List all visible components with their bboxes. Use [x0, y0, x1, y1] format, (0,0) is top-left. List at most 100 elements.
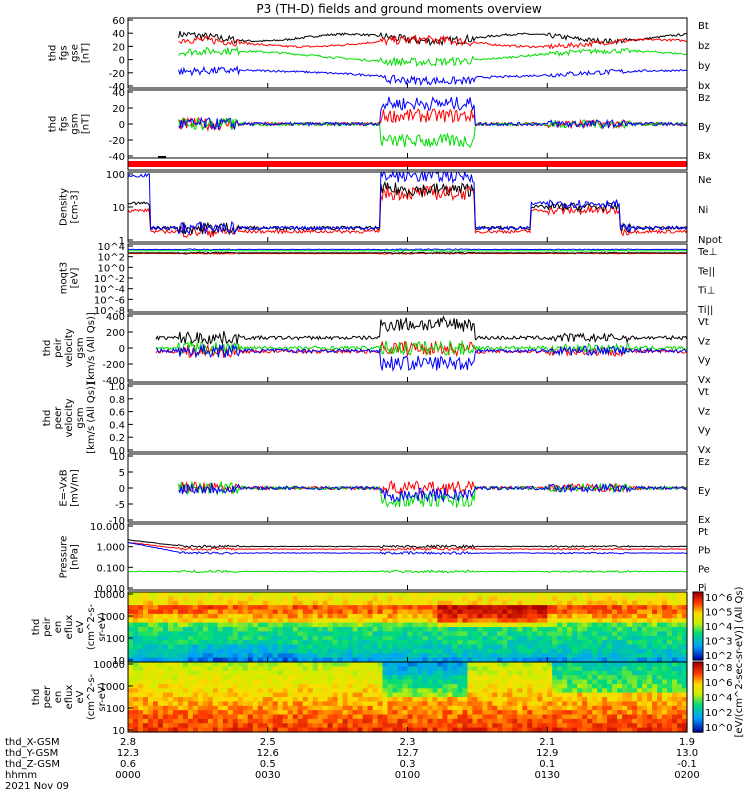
heat-cell — [372, 605, 379, 611]
heat-cell — [397, 697, 404, 702]
heat-cell — [217, 718, 224, 724]
heat-cell — [557, 635, 563, 641]
heat-cell — [322, 622, 329, 628]
heat-cell — [272, 705, 279, 711]
heat-cell — [457, 631, 463, 637]
heat-cell — [562, 613, 568, 619]
colorbar-cell — [693, 679, 703, 682]
heat-cell — [143, 683, 149, 689]
heat-cell — [327, 657, 334, 663]
heat-cell — [587, 613, 593, 619]
heat-cell — [557, 618, 563, 624]
colorbar-cell — [693, 665, 703, 668]
heat-cell — [602, 600, 608, 606]
y-axis-label: thd fgs gse [nT] — [48, 43, 92, 63]
heat-cell — [372, 688, 379, 694]
heat-cell — [327, 605, 334, 611]
heat-cell — [212, 622, 219, 628]
heat-cell — [362, 648, 369, 654]
heat-cell — [197, 679, 204, 685]
heat-cell — [447, 688, 453, 694]
heat-cell — [547, 600, 553, 606]
heat-cell — [622, 666, 628, 672]
heat-cell — [512, 705, 518, 711]
heat-cell — [247, 714, 254, 720]
heat-cell — [462, 609, 468, 615]
heat-cell — [287, 631, 294, 637]
heat-cell — [612, 727, 618, 733]
heat-cell — [602, 666, 608, 672]
heat-cell — [148, 662, 154, 667]
heat-cell — [312, 605, 319, 611]
heat-cell — [187, 705, 194, 711]
heat-cell — [192, 666, 199, 672]
heat-cell — [143, 653, 149, 659]
heat-cell — [247, 666, 254, 672]
heat-cell — [532, 718, 538, 724]
heat-cell — [407, 710, 414, 716]
colorbar-cell — [693, 600, 703, 603]
y-label-line: [eV] — [70, 268, 81, 289]
heat-cell — [492, 679, 498, 685]
heat-cell — [162, 697, 169, 702]
heat-cell — [237, 648, 244, 654]
heat-cell — [387, 705, 394, 711]
heat-cell — [232, 648, 239, 654]
heat-cell — [182, 631, 189, 637]
heat-cell — [612, 670, 618, 676]
heat-cell — [547, 657, 553, 663]
legend-Ex: Ex — [698, 515, 710, 526]
heat-cell — [667, 600, 673, 606]
heat-cell — [302, 666, 309, 672]
heat-cell — [133, 657, 139, 663]
colorbar-cell — [693, 622, 703, 625]
heat-cell — [237, 635, 244, 641]
heat-cell — [352, 627, 359, 632]
y-tick-label: 200 — [106, 328, 125, 339]
heat-cell — [487, 657, 493, 663]
heat-cell — [547, 609, 553, 615]
y-tick-label: -20 — [109, 136, 125, 147]
colorbar-cell — [693, 676, 703, 679]
heat-cell — [512, 644, 518, 650]
heat-cell — [207, 718, 214, 724]
heat-cell — [612, 666, 618, 672]
heat-cell — [153, 635, 159, 641]
heat-cell — [372, 635, 379, 641]
heat-cell — [257, 710, 264, 716]
heat-cell — [432, 666, 439, 672]
heat-cell — [677, 596, 683, 602]
heat-cell — [652, 596, 658, 602]
heat-cell — [377, 596, 384, 602]
heat-cell — [457, 622, 463, 628]
heat-cell — [322, 701, 329, 707]
heat-cell — [672, 613, 678, 619]
heat-cell — [227, 705, 234, 711]
heat-cell — [332, 613, 339, 619]
heat-cell — [257, 640, 264, 646]
heat-cell — [302, 675, 309, 681]
heat-cell — [352, 618, 359, 624]
heat-cell — [407, 653, 414, 659]
heat-cell — [542, 631, 548, 637]
heat-cell — [247, 618, 254, 624]
heat-cell — [507, 653, 513, 659]
heat-cell — [557, 631, 563, 637]
heat-cell — [507, 605, 513, 611]
heat-cell — [237, 653, 244, 659]
heat-cell — [587, 618, 593, 624]
heat-cell — [402, 692, 409, 698]
heat-cell — [562, 692, 568, 698]
heat-cell — [537, 688, 543, 694]
heat-cell — [372, 662, 379, 667]
heat-cell — [212, 679, 219, 685]
heat-cell — [472, 600, 478, 606]
heat-cell — [507, 714, 513, 720]
heat-cell — [307, 718, 314, 724]
heat-cell — [282, 723, 289, 729]
heat-cell — [312, 666, 319, 672]
heat-cell — [607, 592, 613, 597]
heat-cell — [237, 688, 244, 694]
heat-cell — [417, 688, 424, 694]
